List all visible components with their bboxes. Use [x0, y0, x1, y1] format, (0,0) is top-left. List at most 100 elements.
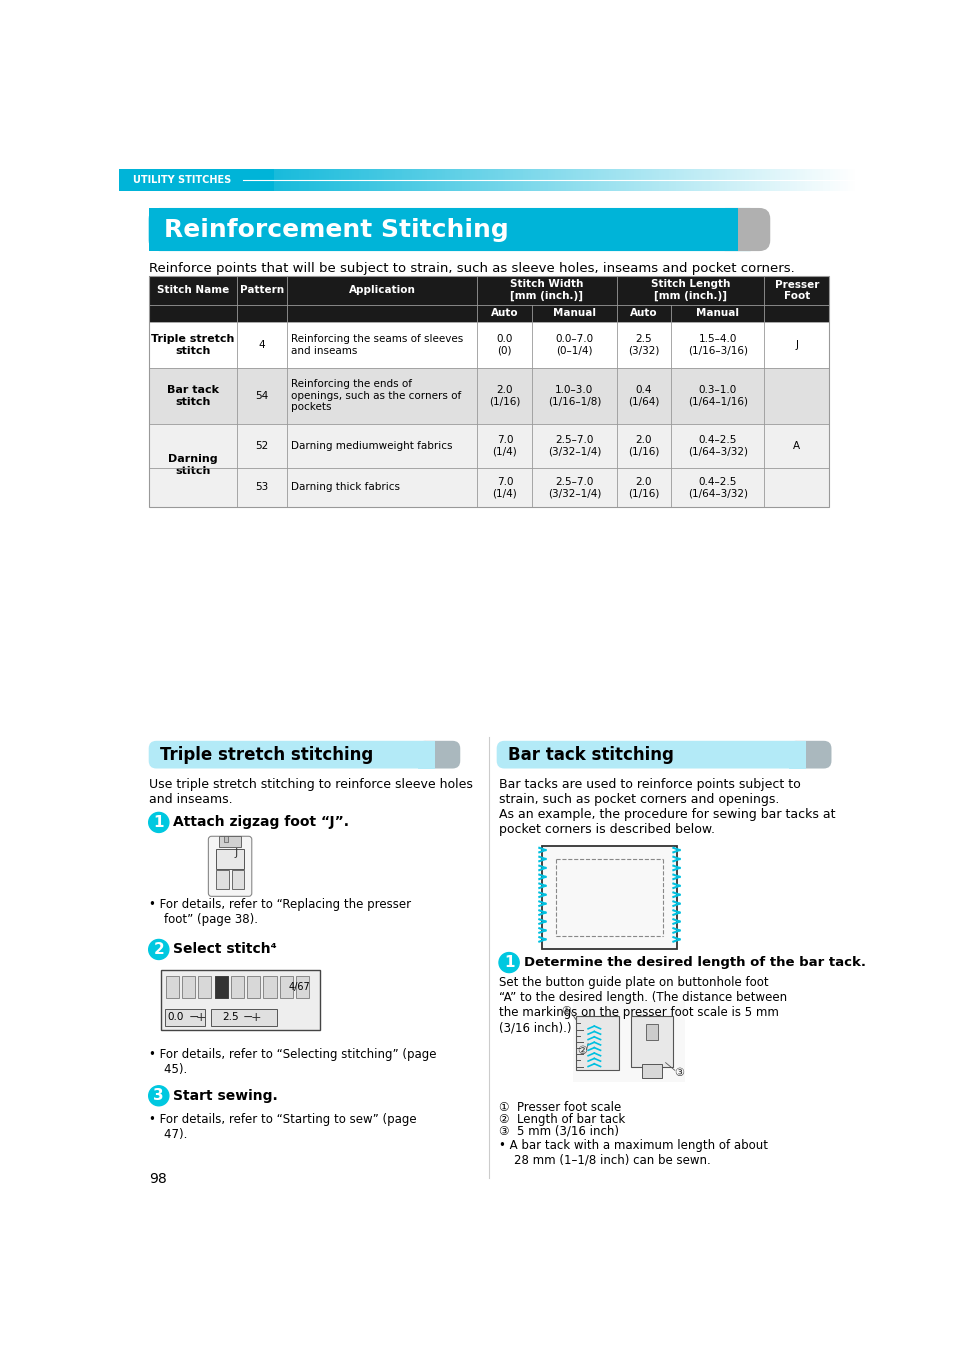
Bar [541, 845, 677, 949]
Text: • For details, refer to “Replacing the presser
    foot” (page 38).: • For details, refer to “Replacing the p… [149, 898, 411, 926]
Bar [216, 871, 229, 888]
Bar [149, 423, 237, 507]
Text: Application: Application [349, 286, 416, 295]
Text: 0.4–2.5
(1/64–3/32): 0.4–2.5 (1/64–3/32) [687, 477, 747, 499]
Text: 1.0–3.0
(1/16–1/8): 1.0–3.0 (1/16–1/8) [547, 386, 600, 407]
Circle shape [498, 953, 518, 972]
Bar [165, 1008, 205, 1026]
Bar [630, 1016, 673, 1066]
FancyBboxPatch shape [497, 741, 802, 768]
FancyBboxPatch shape [149, 208, 760, 251]
Bar [641, 1064, 661, 1078]
Bar [166, 976, 179, 998]
Text: Auto: Auto [630, 309, 658, 318]
Bar [417, 741, 435, 768]
Text: Darning thick fabrics: Darning thick fabrics [291, 483, 399, 492]
Bar [224, 836, 228, 842]
FancyBboxPatch shape [417, 741, 459, 768]
Text: Presser
Foot: Presser Foot [774, 279, 818, 301]
Bar [263, 976, 276, 998]
FancyBboxPatch shape [208, 836, 252, 896]
Text: 1: 1 [153, 816, 164, 830]
FancyBboxPatch shape [788, 741, 831, 768]
Text: 7.0
(1/4): 7.0 (1/4) [492, 435, 517, 457]
Text: Bar tacks are used to reinforce points subject to
strain, such as pocket corners: Bar tacks are used to reinforce points s… [498, 778, 835, 836]
Text: Manual: Manual [696, 309, 739, 318]
Text: 4: 4 [258, 340, 265, 350]
Text: ①: ① [560, 1006, 571, 1016]
Bar [231, 976, 244, 998]
Text: J: J [234, 848, 237, 859]
Text: 0.3–1.0
(1/64–1/16): 0.3–1.0 (1/64–1/16) [687, 386, 747, 407]
Text: Auto: Auto [491, 309, 518, 318]
Text: 53: 53 [255, 483, 269, 492]
Text: J: J [795, 340, 798, 350]
Text: Darning
stitch: Darning stitch [168, 454, 217, 476]
Bar [232, 871, 244, 888]
Circle shape [149, 940, 169, 960]
Bar [788, 741, 805, 768]
Text: ②  Length of bar tack: ② Length of bar tack [498, 1112, 624, 1126]
Text: 98: 98 [149, 1171, 166, 1186]
Text: Darning mediumweight fabrics: Darning mediumweight fabrics [291, 441, 452, 450]
Bar [149, 368, 828, 423]
Text: • A bar tack with a maximum length of about
    28 mm (1–1/8 inch) can be sewn.: • A bar tack with a maximum length of ab… [498, 1139, 767, 1167]
Text: Start sewing.: Start sewing. [173, 1089, 278, 1103]
Bar [714, 208, 737, 251]
Bar [149, 305, 828, 322]
Bar [216, 849, 244, 868]
Bar [119, 170, 274, 191]
Text: Triple stretch
stitch: Triple stretch stitch [152, 334, 234, 356]
Text: Darning
stitch: Darning stitch [168, 435, 217, 457]
Bar [149, 276, 828, 305]
Text: 4/67: 4/67 [288, 983, 310, 992]
Bar [279, 976, 293, 998]
Text: Reinforce points that will be subject to strain, such as sleeve holes, inseams a: Reinforce points that will be subject to… [149, 262, 794, 275]
Bar [149, 468, 828, 507]
Bar [212, 1008, 277, 1026]
Circle shape [149, 813, 169, 833]
Circle shape [149, 1085, 169, 1105]
Text: +: + [196, 1011, 207, 1023]
FancyBboxPatch shape [149, 741, 431, 768]
Text: 0.0: 0.0 [168, 1012, 184, 1022]
Text: ①  Presser foot scale: ① Presser foot scale [498, 1101, 620, 1115]
Text: 0.0
(0): 0.0 (0) [497, 334, 513, 356]
Bar [576, 1016, 618, 1070]
Text: 2.5–7.0
(3/32–1/4): 2.5–7.0 (3/32–1/4) [547, 435, 600, 457]
Bar [149, 423, 828, 468]
Text: 54: 54 [255, 391, 269, 400]
Bar [214, 976, 228, 998]
Text: 2.5
(3/32): 2.5 (3/32) [628, 334, 659, 356]
Text: • For details, refer to “Selecting stitching” (page
    45).: • For details, refer to “Selecting stitc… [149, 1047, 436, 1076]
Text: Stitch Name: Stitch Name [156, 286, 229, 295]
Text: A: A [792, 441, 800, 450]
Text: 0.4
(1/64): 0.4 (1/64) [628, 386, 659, 407]
Text: −: − [242, 1011, 253, 1023]
Text: 2.5–7.0
(3/32–1/4): 2.5–7.0 (3/32–1/4) [547, 477, 600, 499]
Text: +: + [250, 1011, 261, 1023]
Text: 2.5: 2.5 [222, 1012, 239, 1022]
Text: Use triple stretch stitching to reinforce sleeve holes
and inseams.: Use triple stretch stitching to reinforc… [149, 778, 472, 806]
Text: Determine the desired length of the bar tack.: Determine the desired length of the bar … [523, 956, 865, 969]
Text: Reinforcing the ends of
openings, such as the corners of
pockets: Reinforcing the ends of openings, such a… [291, 379, 460, 412]
Text: Triple stretch stitching: Triple stretch stitching [159, 745, 373, 764]
Text: 2: 2 [153, 942, 164, 957]
Text: Set the button guide plate on buttonhole foot
“A” to the desired length. (The di: Set the button guide plate on buttonhole… [498, 976, 786, 1034]
Text: ②: ② [577, 1046, 586, 1055]
Text: −: − [188, 1011, 198, 1023]
Bar [219, 836, 241, 847]
Bar [149, 322, 828, 368]
Text: Select stitch⁴: Select stitch⁴ [173, 942, 277, 957]
Bar [572, 1002, 684, 1082]
Text: 0.0–7.0
(0–1/4): 0.0–7.0 (0–1/4) [555, 334, 593, 356]
Bar [214, 976, 228, 998]
Text: 7.0
(1/4): 7.0 (1/4) [492, 477, 517, 499]
Text: Attach zigzag foot “J”.: Attach zigzag foot “J”. [173, 816, 349, 829]
Bar [149, 208, 729, 251]
Bar [182, 976, 195, 998]
Bar [198, 976, 212, 998]
Bar [645, 1024, 658, 1039]
Bar [247, 976, 260, 998]
Text: Bar tack stitching: Bar tack stitching [507, 745, 673, 764]
